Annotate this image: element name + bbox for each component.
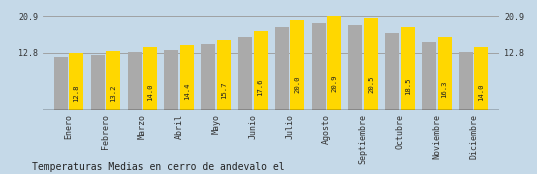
Bar	[275, 27, 289, 110]
Bar	[401, 27, 415, 110]
Bar	[459, 52, 473, 110]
Bar	[438, 37, 452, 110]
Bar	[238, 37, 252, 110]
Bar	[422, 42, 436, 110]
Text: 17.6: 17.6	[258, 79, 264, 96]
Text: 20.9: 20.9	[331, 75, 337, 92]
Text: 20.5: 20.5	[368, 75, 374, 93]
Bar	[164, 50, 178, 110]
Bar	[386, 33, 400, 110]
Text: 16.3: 16.3	[441, 81, 447, 98]
Bar	[128, 52, 142, 110]
Bar	[143, 47, 157, 110]
Bar	[54, 57, 68, 110]
Bar	[291, 20, 304, 110]
Text: 15.7: 15.7	[221, 81, 227, 99]
Bar	[91, 55, 105, 110]
Bar	[180, 45, 194, 110]
Text: Temperaturas Medias en cerro de andevalo el: Temperaturas Medias en cerro de andevalo…	[32, 162, 285, 172]
Bar	[217, 39, 231, 110]
Bar	[364, 18, 378, 110]
Text: 14.0: 14.0	[478, 83, 484, 101]
Text: 14.4: 14.4	[184, 83, 190, 100]
Bar	[106, 51, 120, 110]
Text: 13.2: 13.2	[110, 84, 117, 102]
Bar	[201, 45, 215, 110]
Bar	[253, 31, 267, 110]
Text: 12.8: 12.8	[74, 85, 79, 102]
Bar	[327, 16, 341, 110]
Text: 18.5: 18.5	[405, 78, 411, 95]
Bar	[349, 25, 362, 110]
Bar	[311, 23, 325, 110]
Text: 14.0: 14.0	[147, 83, 153, 101]
Text: 20.0: 20.0	[294, 76, 300, 93]
Bar	[474, 47, 488, 110]
Bar	[69, 53, 83, 110]
